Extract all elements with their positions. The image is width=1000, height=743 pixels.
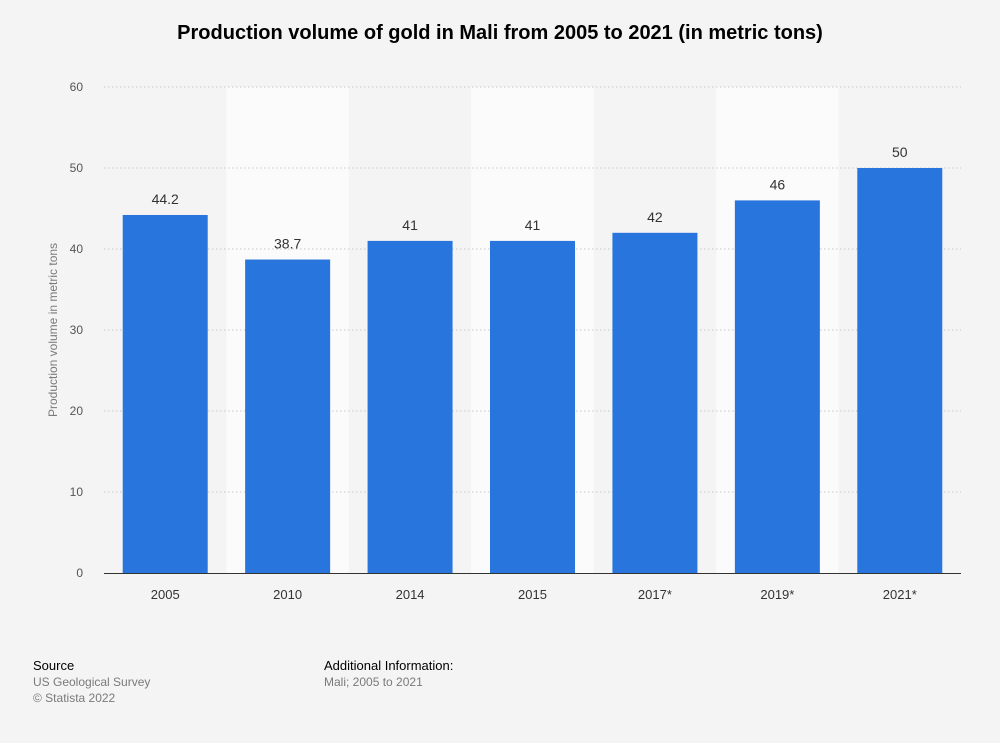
y-tick-label: 30 (70, 323, 84, 337)
bar[interactable] (122, 214, 208, 574)
value-label: 41 (402, 217, 418, 233)
value-label: 46 (770, 176, 786, 192)
bar[interactable] (734, 200, 820, 573)
additional-info-line: Mali; 2005 to 2021 (324, 675, 423, 689)
additional-info-heading: Additional Information: (324, 658, 454, 673)
y-tick-label: 50 (70, 161, 84, 175)
bars (122, 168, 943, 574)
bar[interactable] (490, 240, 575, 573)
y-tick-label: 60 (70, 80, 84, 94)
y-tick-label: 0 (76, 566, 83, 580)
x-tick-label: 2010 (273, 587, 302, 602)
value-label: 41 (525, 217, 541, 233)
value-label: 44.2 (152, 191, 179, 207)
x-axis-ticks: 2005 2010 2014 2015 2017* 2019* 2021* (151, 587, 917, 602)
x-tick-label: 2019* (760, 587, 794, 602)
x-tick-label: 2021* (883, 587, 917, 602)
source-block: Source US Geological Survey © Statista 2… (33, 658, 150, 706)
bar[interactable] (612, 232, 698, 574)
bar[interactable] (245, 259, 331, 573)
x-tick-label: 2015 (518, 587, 547, 602)
chart-title: Production volume of gold in Mali from 2… (177, 22, 823, 44)
copyright-line: © Statista 2022 (33, 691, 116, 705)
bar[interactable] (367, 240, 453, 573)
x-tick-label: 2017* (638, 587, 672, 602)
source-heading: Source (33, 658, 75, 673)
y-axis-label: Production volume in metric tons (46, 243, 60, 417)
additional-info-block: Additional Information: Mali; 2005 to 20… (324, 658, 453, 690)
y-axis-ticks: 0 10 20 30 40 50 60 (70, 80, 84, 580)
y-tick-label: 20 (70, 404, 84, 418)
value-labels: 44.2 38.7 41 41 42 46 50 (152, 144, 908, 252)
x-tick-label: 2005 (151, 587, 180, 602)
bar[interactable] (857, 168, 943, 573)
y-tick-label: 10 (70, 485, 84, 499)
x-tick-label: 2014 (396, 587, 425, 602)
y-tick-label: 40 (70, 242, 84, 256)
value-label: 38.7 (274, 236, 301, 252)
value-label: 42 (647, 209, 663, 225)
value-label: 50 (892, 144, 908, 160)
source-line: US Geological Survey (33, 675, 151, 689)
